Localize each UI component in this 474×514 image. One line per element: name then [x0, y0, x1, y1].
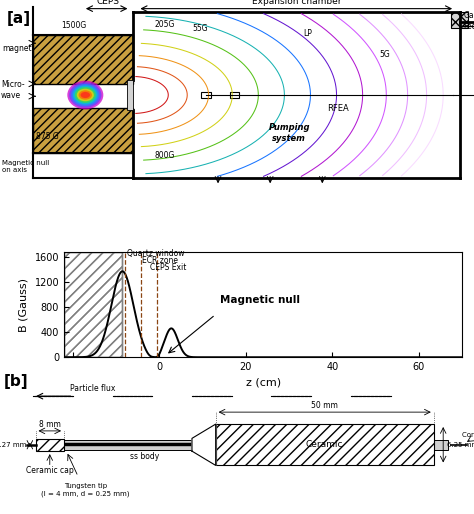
Text: Magnetic null
on axis: Magnetic null on axis — [2, 160, 50, 173]
Ellipse shape — [81, 92, 90, 98]
Text: 50 mm: 50 mm — [311, 401, 338, 410]
Text: Ceramic cap: Ceramic cap — [26, 466, 73, 475]
Text: 6.25 mm: 6.25 mm — [447, 442, 474, 448]
Text: magnet: magnet — [2, 44, 32, 52]
Text: ss body: ss body — [130, 452, 159, 462]
Text: 55G: 55G — [192, 24, 208, 33]
Text: LP: LP — [303, 29, 312, 38]
Text: 205G: 205G — [154, 20, 174, 29]
Text: 8 mm: 8 mm — [39, 420, 61, 429]
X-axis label: z (cm): z (cm) — [246, 378, 281, 388]
Text: 800G: 800G — [154, 151, 174, 160]
Bar — [64, 252, 122, 357]
Polygon shape — [192, 424, 216, 465]
Ellipse shape — [79, 90, 92, 100]
Text: Magnetic null: Magnetic null — [220, 295, 300, 305]
Bar — [62, 439, 448, 450]
Text: RFEA: RFEA — [327, 104, 349, 113]
Bar — [216, 424, 434, 465]
Text: [b]: [b] — [4, 374, 28, 389]
Text: CEPS Exit: CEPS Exit — [150, 263, 186, 272]
Text: CEPS: CEPS — [96, 0, 119, 6]
Text: ECR zone: ECR zone — [142, 255, 178, 265]
Text: Tungsten tip
(l = 4 mm, d = 0.25 mm): Tungsten tip (l = 4 mm, d = 0.25 mm) — [41, 483, 129, 497]
Bar — [36, 439, 64, 451]
Bar — [451, 12, 468, 28]
Ellipse shape — [73, 85, 98, 104]
Y-axis label: B (Gauss): B (Gauss) — [19, 278, 29, 332]
Bar — [230, 92, 239, 98]
Ellipse shape — [75, 87, 96, 103]
Bar — [127, 80, 133, 110]
Ellipse shape — [67, 81, 103, 109]
Bar — [33, 34, 133, 84]
Text: Micro-
wave: Micro- wave — [1, 80, 25, 100]
Text: Pumping
system: Pumping system — [268, 123, 310, 142]
Text: Conducting wire: Conducting wire — [462, 432, 474, 438]
Text: Particle flux: Particle flux — [70, 384, 115, 393]
Bar — [64, 252, 122, 357]
Text: Ceramic: Ceramic — [306, 440, 344, 449]
Text: Expansion chamber: Expansion chamber — [252, 0, 341, 6]
Text: 5G: 5G — [379, 50, 390, 59]
Bar — [201, 92, 211, 98]
Text: Quartz window: Quartz window — [127, 249, 184, 258]
Ellipse shape — [77, 89, 94, 101]
Text: Gas
Feed: Gas Feed — [464, 11, 474, 30]
Ellipse shape — [69, 82, 101, 108]
Bar — [62, 444, 417, 446]
Text: 1500G: 1500G — [61, 22, 86, 30]
Text: 875 G: 875 G — [36, 133, 58, 141]
Text: 1.27 mm: 1.27 mm — [0, 442, 26, 448]
Ellipse shape — [71, 84, 100, 106]
Text: [a]: [a] — [7, 11, 31, 26]
Bar — [33, 108, 133, 153]
